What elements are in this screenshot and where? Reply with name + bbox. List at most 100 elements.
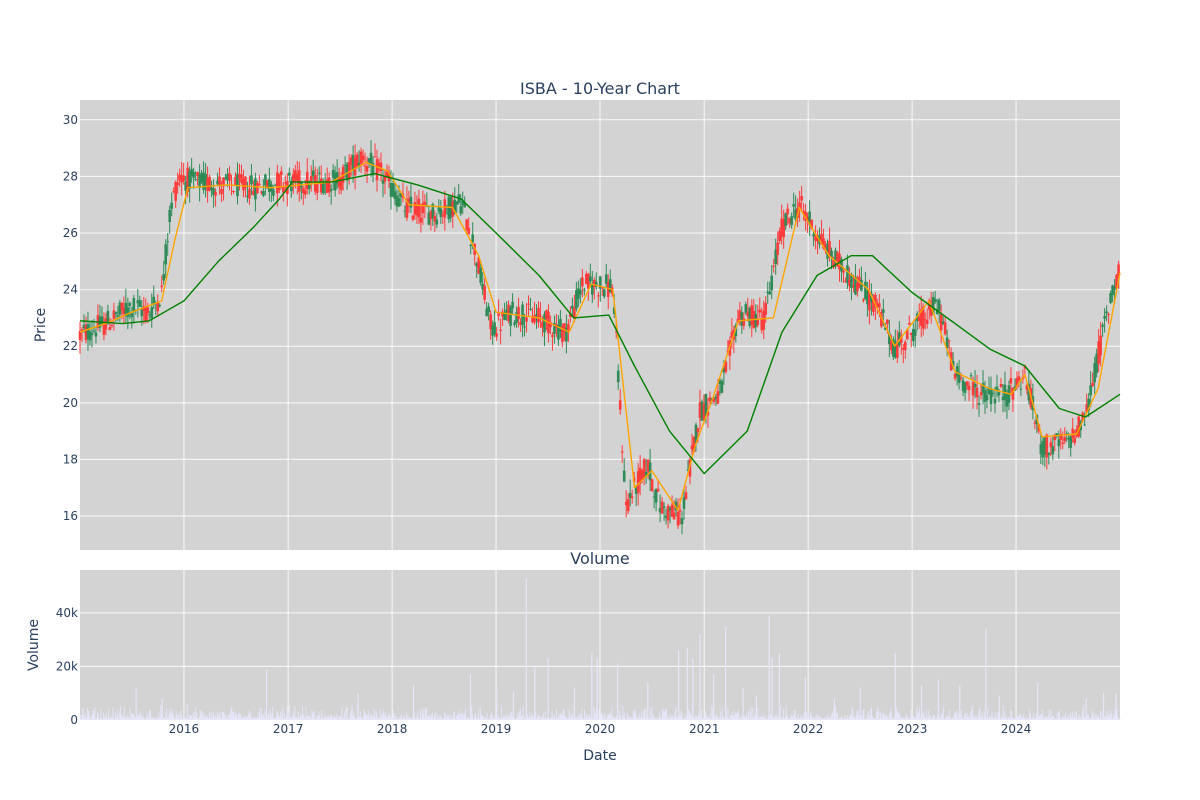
- candle-body: [593, 279, 596, 288]
- volume-bar: [1058, 711, 1060, 720]
- volume-bar: [463, 712, 465, 720]
- volume-bar: [168, 709, 170, 720]
- volume-bar: [1038, 716, 1040, 720]
- volume-bar: [1047, 716, 1048, 720]
- candle-body: [583, 289, 586, 291]
- candle-body: [459, 206, 463, 214]
- candle-body: [202, 172, 205, 190]
- volume-bar: [628, 717, 630, 720]
- candle-body: [614, 331, 618, 333]
- candle-body: [704, 393, 708, 417]
- volume-bar: [828, 718, 830, 720]
- candle-body: [575, 289, 578, 309]
- candle-body: [106, 310, 110, 325]
- volume-bar: [336, 714, 338, 720]
- volume-bar: [427, 715, 429, 720]
- volume-bar: [738, 713, 740, 720]
- volume-bar: [922, 713, 924, 720]
- candle-body: [186, 167, 189, 192]
- volume-bar: [341, 707, 343, 720]
- volume-bar: [269, 708, 271, 720]
- volume-bar: [121, 714, 122, 720]
- volume-bar: [730, 714, 732, 720]
- candle-body: [612, 307, 616, 315]
- candle-body: [439, 208, 443, 218]
- candle-body: [501, 311, 504, 317]
- volume-bar: [792, 715, 794, 720]
- volume-bar: [328, 717, 330, 720]
- candle-body: [642, 459, 646, 478]
- volume-bar: [649, 706, 651, 720]
- volume-bar: [449, 715, 451, 720]
- volume-bar: [867, 711, 869, 720]
- volume-bar: [367, 715, 368, 720]
- candle-body: [385, 171, 389, 176]
- volume-bar: [95, 718, 97, 720]
- candle-body: [84, 324, 88, 341]
- candle-body: [487, 306, 490, 313]
- volume-bar: [450, 718, 452, 720]
- volume-bar: [681, 712, 683, 720]
- candle-body: [443, 199, 447, 218]
- candle-body: [587, 273, 590, 289]
- volume-bar: [483, 716, 485, 720]
- date-x-tick-label: 2024: [1001, 722, 1032, 736]
- volume-bar: [981, 716, 983, 720]
- volume-bar: [417, 710, 419, 720]
- candle-body: [220, 189, 223, 195]
- volume-bar: [529, 712, 531, 720]
- candle-body: [136, 300, 140, 304]
- volume-bar: [183, 718, 185, 720]
- volume-bar: [812, 717, 814, 720]
- volume-bar: [918, 707, 920, 720]
- candle-body: [620, 451, 624, 453]
- candle-body: [351, 154, 355, 171]
- candle-body: [1097, 341, 1100, 364]
- candle-body: [315, 182, 319, 194]
- volume-bar: [666, 717, 668, 720]
- volume-bar: [972, 717, 974, 720]
- volume-bar: [1012, 718, 1014, 720]
- volume-bar: [691, 718, 693, 720]
- candle-body: [391, 183, 395, 197]
- volume-bar: [499, 717, 501, 720]
- volume-spike-bar: [699, 634, 701, 720]
- candle-body: [882, 309, 885, 313]
- volume-bar: [889, 711, 891, 720]
- volume-bar: [1076, 717, 1078, 720]
- volume-bar: [94, 707, 96, 720]
- candle-body: [696, 428, 700, 433]
- volume-bar: [1070, 712, 1072, 720]
- volume-bar: [732, 716, 734, 720]
- volume-bar: [912, 718, 914, 720]
- volume-bar: [656, 718, 658, 720]
- volume-bar: [186, 704, 188, 720]
- volume-bar: [402, 718, 403, 720]
- volume-bar: [146, 713, 148, 720]
- candle-body: [634, 487, 638, 494]
- candle-body: [118, 302, 122, 315]
- volume-bar: [1100, 710, 1101, 720]
- volume-bar: [705, 711, 707, 720]
- candle-body: [90, 332, 94, 336]
- volume-bar: [431, 713, 433, 720]
- volume-bar: [362, 716, 364, 720]
- candle-body: [884, 327, 887, 330]
- candle-body: [509, 306, 512, 326]
- candle-body: [347, 162, 351, 179]
- volume-bar: [379, 709, 381, 720]
- volume-bar: [147, 718, 149, 720]
- volume-bar: [290, 717, 292, 720]
- volume-bar: [1026, 718, 1028, 720]
- volume-bar: [570, 718, 572, 720]
- volume-bar: [896, 710, 898, 720]
- volume-bar: [340, 717, 342, 720]
- candle-body: [194, 179, 197, 181]
- volume-spike-bar: [496, 690, 498, 720]
- candle-body: [112, 310, 116, 319]
- volume-bar: [320, 709, 322, 720]
- volume-bar: [912, 715, 914, 720]
- volume-bar: [224, 714, 226, 720]
- volume-bar: [818, 716, 820, 720]
- volume-bar: [280, 717, 282, 720]
